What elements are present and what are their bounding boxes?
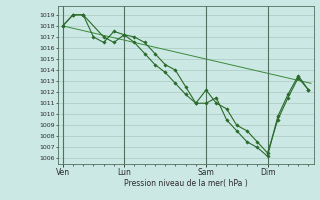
X-axis label: Pression niveau de la mer( hPa ): Pression niveau de la mer( hPa ) — [124, 179, 247, 188]
